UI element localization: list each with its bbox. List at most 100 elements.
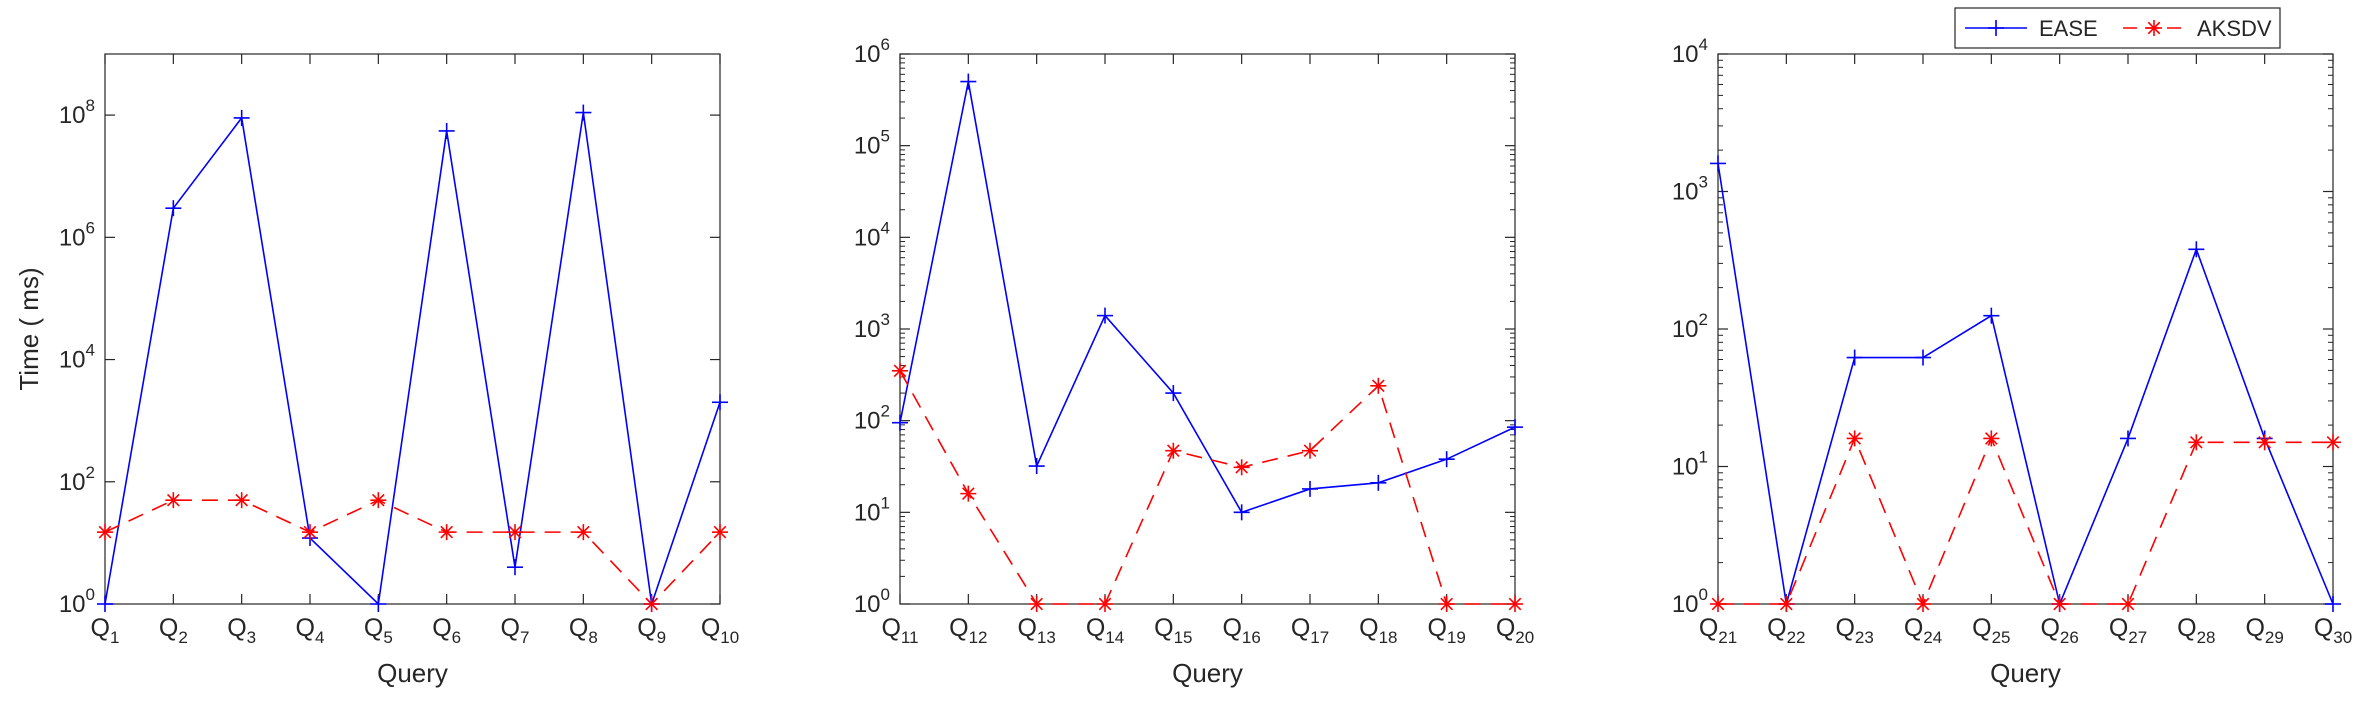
data-point-aksdv [1710, 596, 1726, 612]
legend-entry-ease: EASE [1965, 16, 2098, 41]
y-tick-label: 104 [1672, 35, 1708, 68]
y-tick-label: 105 [854, 127, 890, 160]
series-line-aksdv [104, 499, 721, 606]
asterisk-icon [2146, 20, 2162, 36]
legend: EASE AKSDV [1954, 7, 2281, 49]
x-axis-label: Query [377, 658, 448, 688]
x-tick-label: Q1 [91, 614, 120, 647]
data-point-aksdv [438, 524, 455, 541]
y-tick-label: 106 [59, 218, 95, 251]
y-tick-label: 102 [1672, 310, 1708, 343]
y-tick-label: 103 [1672, 173, 1708, 206]
data-point-ease [1915, 349, 1931, 366]
plot-area-frame [1717, 53, 2334, 605]
data-point-ease [1165, 385, 1182, 402]
y-axis-label: Time ( ms) [14, 267, 44, 390]
data-point-aksdv [643, 596, 660, 612]
data-point-ease [507, 559, 523, 576]
x-tick-label: Q13 [1017, 614, 1055, 647]
data-point-aksdv [960, 485, 977, 502]
data-point-aksdv [1507, 596, 1523, 612]
legend-label: EASE [2039, 16, 2098, 41]
x-tick-label: Q12 [949, 614, 987, 647]
data-point-aksdv [1370, 377, 1387, 394]
data-point-aksdv [97, 524, 113, 541]
data-point-ease [233, 109, 250, 126]
data-point-aksdv [1983, 430, 2000, 447]
y-tick-label: 100 [59, 585, 95, 618]
x-tick-label: Q8 [569, 614, 598, 647]
x-tick-label: Q15 [1154, 614, 1192, 647]
data-point-ease [1507, 419, 1523, 436]
x-tick-label: Q5 [364, 614, 393, 647]
x-tick-label: Q30 [2314, 614, 2352, 647]
series-line-ease [899, 81, 1516, 514]
data-point-ease [97, 596, 113, 612]
x-axis-label: Query [1990, 658, 2061, 688]
y-tick-label: 101 [1672, 448, 1708, 481]
data-point-ease [438, 122, 455, 139]
data-point-aksdv [1302, 442, 1318, 459]
data-point-aksdv [892, 362, 908, 379]
data-point-ease [2325, 596, 2341, 612]
x-tick-label: Q21 [1699, 614, 1737, 647]
data-point-aksdv [1028, 596, 1045, 612]
data-point-aksdv [165, 492, 182, 509]
x-tick-label: Q2 [159, 614, 188, 647]
data-point-aksdv [2120, 596, 2136, 612]
x-tick-label: Q6 [432, 614, 461, 647]
y-tick-label: 103 [854, 310, 890, 343]
series-aksdv [892, 362, 1523, 612]
data-point-aksdv [507, 524, 523, 541]
x-tick-label: Q18 [1359, 614, 1397, 647]
x-tick-label: Q7 [501, 614, 530, 647]
plot-area-frame [104, 53, 721, 605]
chart-panel-2: 100 101 102 103 104 105 106 Q11 Q12 Q13 Q14 Q15 Q16 Q… [854, 35, 1534, 688]
y-tick-label: 104 [59, 341, 95, 374]
x-tick-label: Q22 [1767, 614, 1805, 647]
data-point-ease [1370, 474, 1387, 491]
data-point-ease [1233, 504, 1250, 521]
x-tick-label: Q4 [296, 614, 325, 647]
series-line-ease [104, 112, 721, 606]
legend-entry-aksdv: AKSDV [2123, 16, 2272, 41]
y-tick-label: 102 [854, 402, 890, 435]
data-point-ease [1302, 480, 1318, 497]
y-tick-label: 101 [854, 493, 890, 526]
series-aksdv [97, 492, 728, 612]
data-point-ease [1097, 307, 1113, 324]
data-point-ease [1983, 307, 2000, 324]
x-tick-label: Q16 [1222, 614, 1260, 647]
series-line-aksdv [899, 370, 1515, 605]
plot-area-frame [899, 53, 1516, 605]
legend-label: AKSDV [2197, 16, 2272, 41]
data-point-aksdv [1097, 596, 1113, 612]
x-tick-label: Q26 [2040, 614, 2078, 647]
data-point-aksdv [1778, 596, 1795, 612]
x-axis-label: Query [1172, 658, 1243, 688]
y-tick-label: 100 [854, 585, 890, 618]
data-point-ease [370, 596, 387, 612]
data-point-aksdv [1438, 596, 1455, 612]
series-line-ease [1717, 163, 2334, 607]
data-point-aksdv [302, 524, 318, 541]
series-line-aksdv [1718, 436, 2333, 607]
series-ease [892, 73, 1523, 521]
x-tick-label: Q25 [1972, 614, 2010, 647]
x-tick-label: Q27 [2109, 614, 2147, 647]
data-point-aksdv [2051, 596, 2068, 612]
x-tick-label: Q3 [227, 614, 256, 647]
plus-icon [1988, 20, 2004, 36]
data-point-ease [575, 104, 592, 121]
data-point-ease [712, 394, 728, 411]
x-tick-label: Q19 [1427, 614, 1465, 647]
data-point-aksdv [575, 524, 592, 541]
x-tick-label: Q29 [2245, 614, 2283, 647]
y-tick-label: 106 [854, 35, 890, 68]
data-point-aksdv [2188, 434, 2205, 451]
data-point-ease [2120, 430, 2136, 447]
series-ease [97, 104, 728, 612]
data-point-aksdv [370, 492, 387, 509]
data-point-aksdv [1846, 430, 1863, 447]
